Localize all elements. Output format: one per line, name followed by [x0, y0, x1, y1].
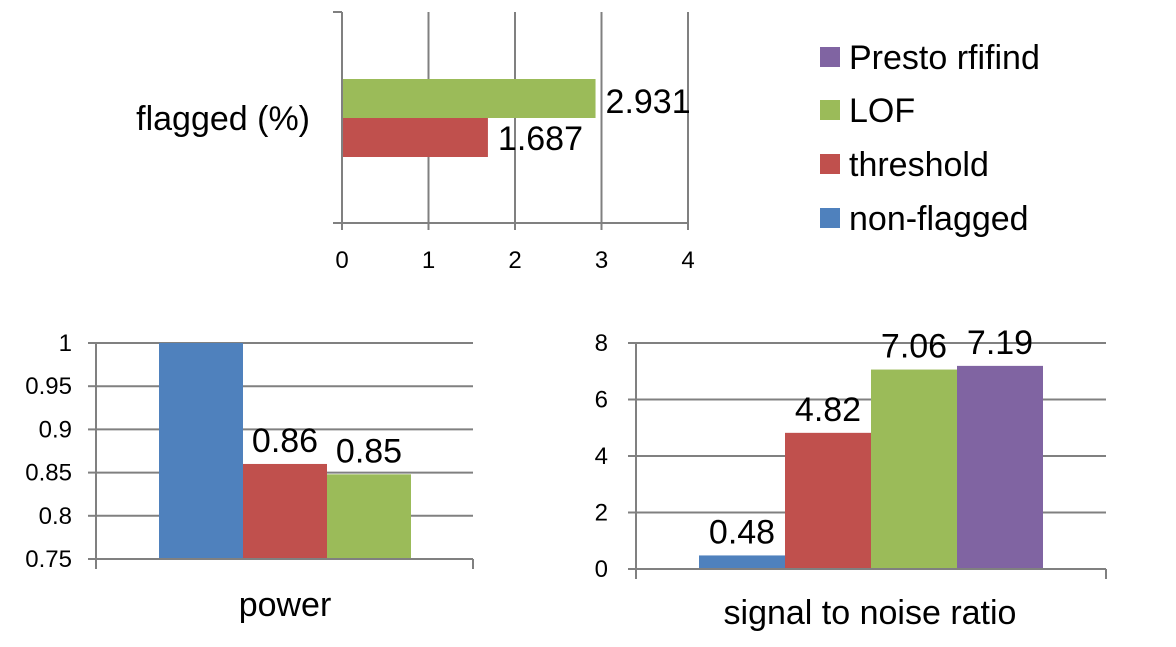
- snr-data-label: 0.48: [709, 513, 775, 551]
- legend: Presto rfifind LOF threshold non-flagged: [820, 39, 1040, 238]
- snr-y-tick-label: 6: [595, 387, 608, 414]
- power-bar-threshold: [243, 463, 327, 559]
- flagged-bars: [342, 79, 596, 157]
- legend-swatch-threshold: [820, 154, 840, 174]
- snr-bars: [699, 365, 1043, 569]
- power-bars: [159, 343, 411, 559]
- power-y-tick-label: 0.75: [25, 546, 72, 573]
- power-bar-lof: [327, 474, 411, 559]
- legend-swatch-lof: [820, 100, 840, 120]
- power-data-label: 0.86: [252, 422, 318, 460]
- legend-label-non-flagged: non-flagged: [849, 200, 1029, 238]
- legend-swatch-presto: [820, 47, 840, 67]
- snr-data-label: 7.19: [967, 324, 1033, 362]
- snr-data-labels: 0.48 4.82 7.06 7.19: [709, 324, 1033, 552]
- snr-tick-labels: 8 6 4 2 0: [595, 330, 608, 583]
- power-data-label: 0.85: [336, 432, 402, 470]
- snr-bar-lof: [871, 369, 957, 569]
- snr-data-label: 4.82: [795, 391, 861, 429]
- snr-y-tick-label: 8: [595, 330, 608, 357]
- snr-y-tick-label: 0: [595, 556, 608, 583]
- flagged-x-tick-label: 3: [595, 247, 608, 274]
- legend-label-lof: LOF: [849, 92, 915, 130]
- snr-axes: [628, 342, 1107, 579]
- flagged-chart: 0 1 2 3 4 2.931 1.687 flagged (%): [136, 11, 695, 274]
- snr-bar-presto-rfifind: [957, 365, 1043, 569]
- power-data-labels: 0.86 0.85: [252, 422, 402, 470]
- snr-chart: 8 6 4 2 0 0.48 4.82 7.06 7.19 signal to noise r…: [595, 324, 1107, 632]
- snr-bar-non-flagged: [699, 555, 785, 569]
- flagged-tick-labels: 0 1 2 3 4: [335, 247, 694, 274]
- snr-bar-threshold: [785, 432, 871, 569]
- snr-x-axis-label: signal to noise ratio: [724, 594, 1017, 632]
- power-y-tick-label: 0.8: [39, 503, 72, 530]
- power-bar-non-flagged: [159, 343, 243, 559]
- flagged-axes: [333, 11, 689, 230]
- power-tick-labels: 1 0.95 0.9 0.85 0.8 0.75: [25, 330, 72, 573]
- power-y-tick-label: 0.95: [25, 373, 72, 400]
- snr-y-tick-label: 2: [595, 500, 608, 527]
- snr-data-label: 7.06: [881, 328, 947, 366]
- flagged-x-tick-label: 0: [335, 247, 348, 274]
- legend-swatch-non-flagged: [820, 208, 840, 228]
- flagged-data-label: 2.931: [606, 83, 691, 121]
- power-y-tick-label: 1: [59, 330, 72, 357]
- flagged-x-tick-label: 4: [681, 247, 694, 274]
- flagged-bar-threshold: [342, 118, 488, 157]
- legend-label-threshold: threshold: [849, 146, 989, 184]
- power-chart: 1 0.95 0.9 0.85 0.8 0.75 0.86 0.85 power: [25, 330, 474, 624]
- flagged-category-label: flagged (%): [136, 100, 310, 138]
- flagged-x-tick-label: 1: [422, 247, 435, 274]
- flagged-data-labels: 2.931 1.687: [498, 83, 691, 158]
- flagged-x-tick-label: 2: [508, 247, 521, 274]
- flagged-bar-lof: [342, 79, 596, 118]
- snr-y-tick-label: 4: [595, 443, 608, 470]
- power-y-tick-label: 0.85: [25, 460, 72, 487]
- power-x-axis-label: power: [239, 586, 332, 624]
- flagged-data-label: 1.687: [498, 120, 583, 158]
- legend-label-presto: Presto rfifind: [849, 39, 1040, 77]
- power-y-tick-label: 0.9: [39, 416, 72, 443]
- power-axes: [88, 342, 474, 569]
